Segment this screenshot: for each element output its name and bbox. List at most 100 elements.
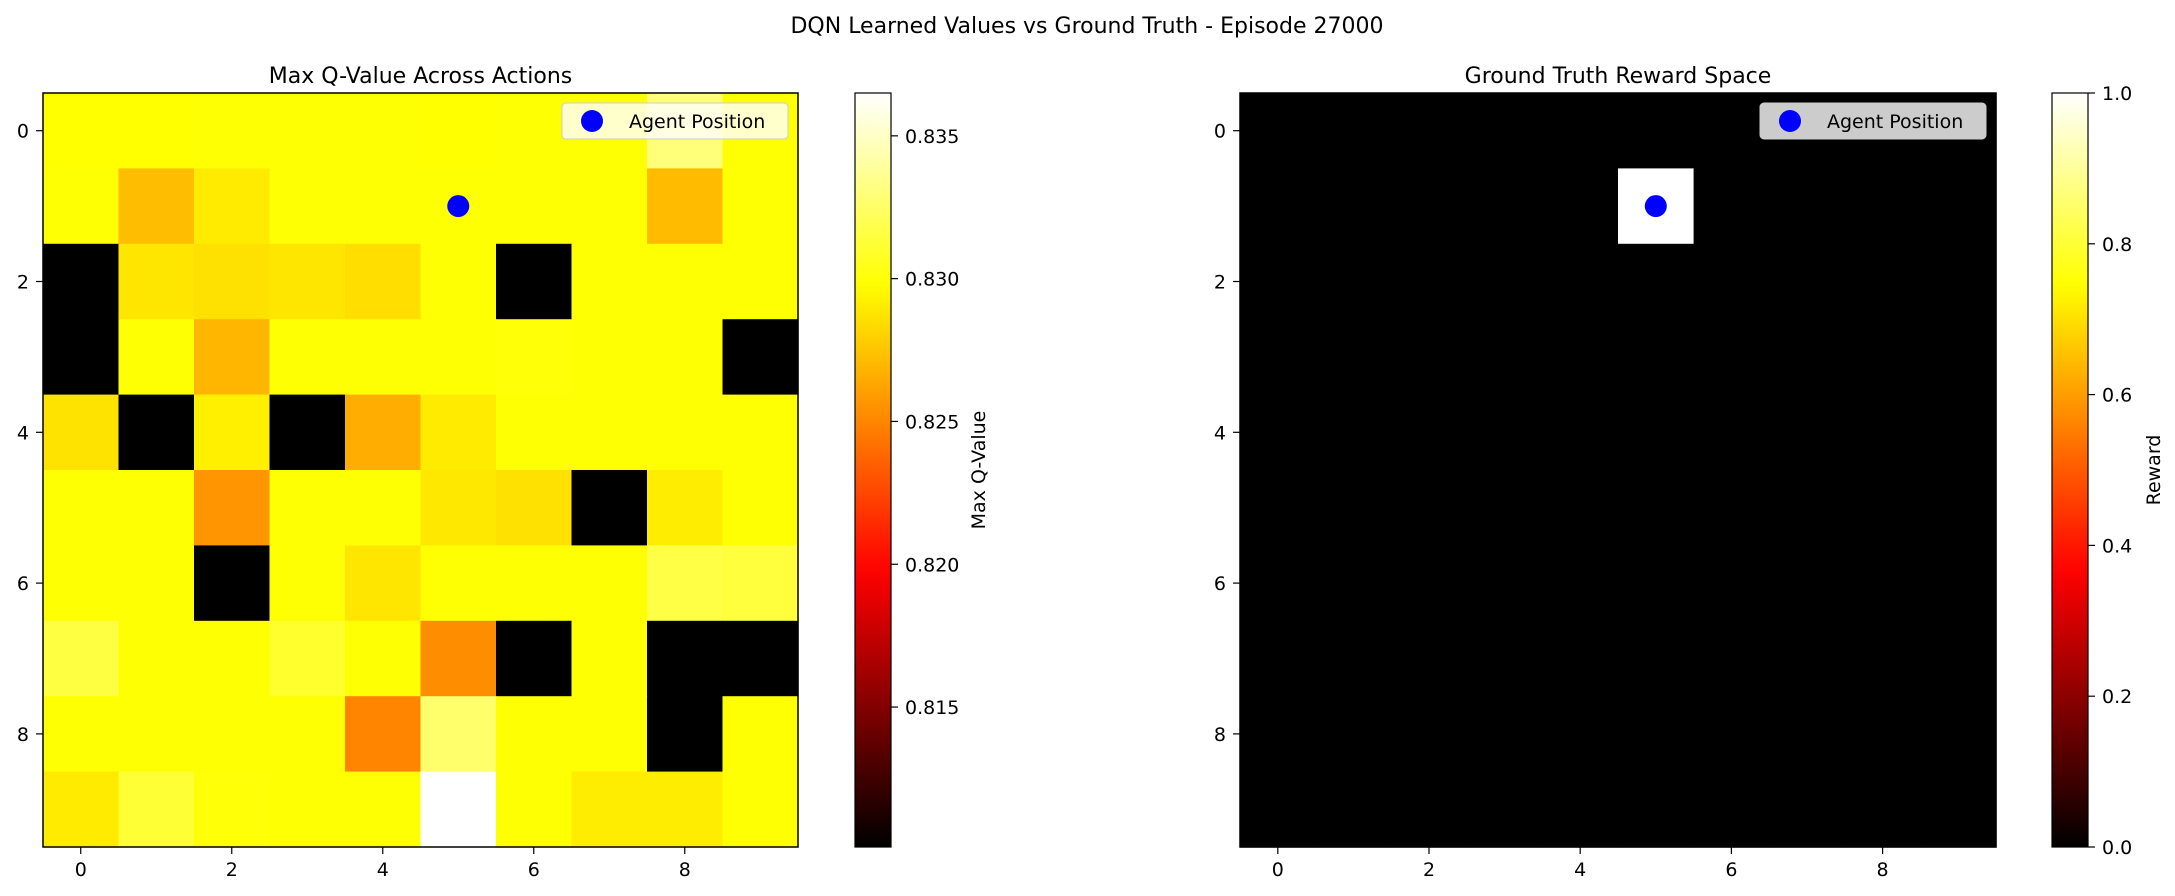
colorbar-tick-label: 0.830 <box>905 269 959 291</box>
heatmap-cell <box>1693 394 1770 471</box>
heatmap-cell <box>194 243 271 320</box>
heatmap-cell <box>647 620 724 697</box>
plot-frame <box>42 92 799 848</box>
heatmap-cell <box>43 545 120 622</box>
heatmap-cell <box>1920 771 1997 848</box>
heatmap-cell <box>1315 93 1392 169</box>
heatmap-cell <box>1844 620 1921 697</box>
heatmap-cell <box>194 620 271 697</box>
heatmap-cell <box>345 545 422 622</box>
heatmap-cell <box>1542 696 1619 773</box>
heatmap-cell <box>1844 243 1921 320</box>
figure-title: DQN Learned Values vs Ground Truth - Epi… <box>790 14 1383 39</box>
heatmap-cell <box>1391 93 1468 169</box>
colorbar-tick-label: 0.825 <box>905 411 959 433</box>
heatmap-cell <box>118 93 195 169</box>
heatmap-cell <box>1618 243 1695 320</box>
q-value-heatmap-panel: Max Q-Value Across Actions 0 2 4 6 8 0 2 4 6 8 Agen… <box>17 64 990 881</box>
heatmap-cell <box>1240 243 1317 320</box>
heatmap-cell <box>420 620 497 697</box>
heatmap-cell <box>1618 620 1695 697</box>
legend-box <box>1759 102 1987 140</box>
heatmap-cell <box>269 771 346 848</box>
heatmap-cell <box>1240 319 1317 396</box>
colorbar-label: Reward <box>2143 435 2165 506</box>
heatmap-cell <box>1391 168 1468 245</box>
heatmap-cell <box>345 620 422 697</box>
heatmap-cell <box>722 545 799 622</box>
heatmap-cell <box>1844 394 1921 471</box>
heatmap-cell <box>269 545 346 622</box>
heatmap-cell <box>647 771 724 848</box>
heatmap-cell <box>345 394 422 471</box>
heatmap-cell <box>571 168 648 245</box>
heatmap-cell <box>420 696 497 773</box>
heatmap-cell <box>1466 545 1543 622</box>
heatmap-cell <box>194 168 271 245</box>
heatmap-cell <box>1542 470 1619 546</box>
heatmap-cell <box>43 771 120 848</box>
colorbar-tick-label: 0.6 <box>2102 385 2132 407</box>
heatmap-cell <box>1542 93 1619 169</box>
heatmap-cell <box>194 93 271 169</box>
heatmap-cell <box>118 470 195 546</box>
colorbar-tick-label: 0.815 <box>905 697 959 719</box>
heatmap-cell <box>722 696 799 773</box>
heatmap-cell <box>1693 545 1770 622</box>
heatmap-cell <box>496 771 573 848</box>
heatmap-cell <box>1240 470 1317 546</box>
heatmap-cell <box>571 243 648 320</box>
heatmap-cell <box>1391 696 1468 773</box>
heatmap-cell <box>1240 545 1317 622</box>
heatmap-cell <box>1391 394 1468 471</box>
agent-position-marker <box>1644 195 1667 218</box>
heatmap-cell <box>1542 319 1619 396</box>
heatmap-cell <box>269 93 346 169</box>
legend: Agent Position <box>561 102 789 140</box>
legend-marker <box>1779 110 1801 132</box>
heatmap-cell <box>420 771 497 848</box>
heatmap-cell <box>345 93 422 169</box>
heatmap-cell <box>1315 470 1392 546</box>
heatmap-cell <box>722 319 799 396</box>
y-tick-label: 6 <box>17 573 29 595</box>
heatmap-cell <box>496 394 573 471</box>
heatmap-cell <box>43 319 120 396</box>
y-tick-label: 4 <box>1214 422 1226 444</box>
colorbar-tick-label: 1.0 <box>2102 83 2132 105</box>
heatmap-cell <box>118 620 195 697</box>
colorbar-tick-label: 0.2 <box>2102 686 2132 708</box>
x-tick-label: 4 <box>377 859 389 881</box>
heatmap-cell <box>1618 771 1695 848</box>
heatmap-cell <box>496 620 573 697</box>
x-tick-label: 2 <box>1423 859 1435 881</box>
heatmap-cell <box>1391 319 1468 396</box>
heatmap-cell <box>496 93 573 169</box>
heatmap-cell <box>1769 168 1846 245</box>
heatmap-cell <box>571 545 648 622</box>
heatmap-cell <box>1618 470 1695 546</box>
heatmap-cell <box>1769 470 1846 546</box>
heatmap-cell <box>43 394 120 471</box>
heatmap-cell <box>269 243 346 320</box>
heatmap-cell <box>1693 771 1770 848</box>
heatmap-cell <box>1466 771 1543 848</box>
heatmap-cell <box>1844 771 1921 848</box>
heatmap-cell <box>420 470 497 546</box>
heatmap-cell <box>1542 545 1619 622</box>
heatmap-cell <box>1693 696 1770 773</box>
heatmap-cell <box>1315 168 1392 245</box>
y-tick-label: 2 <box>1214 272 1226 294</box>
heatmap-cell <box>1240 771 1317 848</box>
heatmap-cell <box>1769 696 1846 773</box>
colorbar-label: Max Q-Value <box>968 411 990 530</box>
heatmap-cell <box>43 470 120 546</box>
heatmap-cell <box>1844 545 1921 622</box>
heatmap-cell <box>1466 696 1543 773</box>
heatmap-cell <box>345 168 422 245</box>
heatmap-cell <box>1466 319 1543 396</box>
heatmap-cell <box>1315 620 1392 697</box>
heatmap-cell <box>1315 771 1392 848</box>
heatmap-cell <box>1315 394 1392 471</box>
heatmap-cell <box>722 771 799 848</box>
